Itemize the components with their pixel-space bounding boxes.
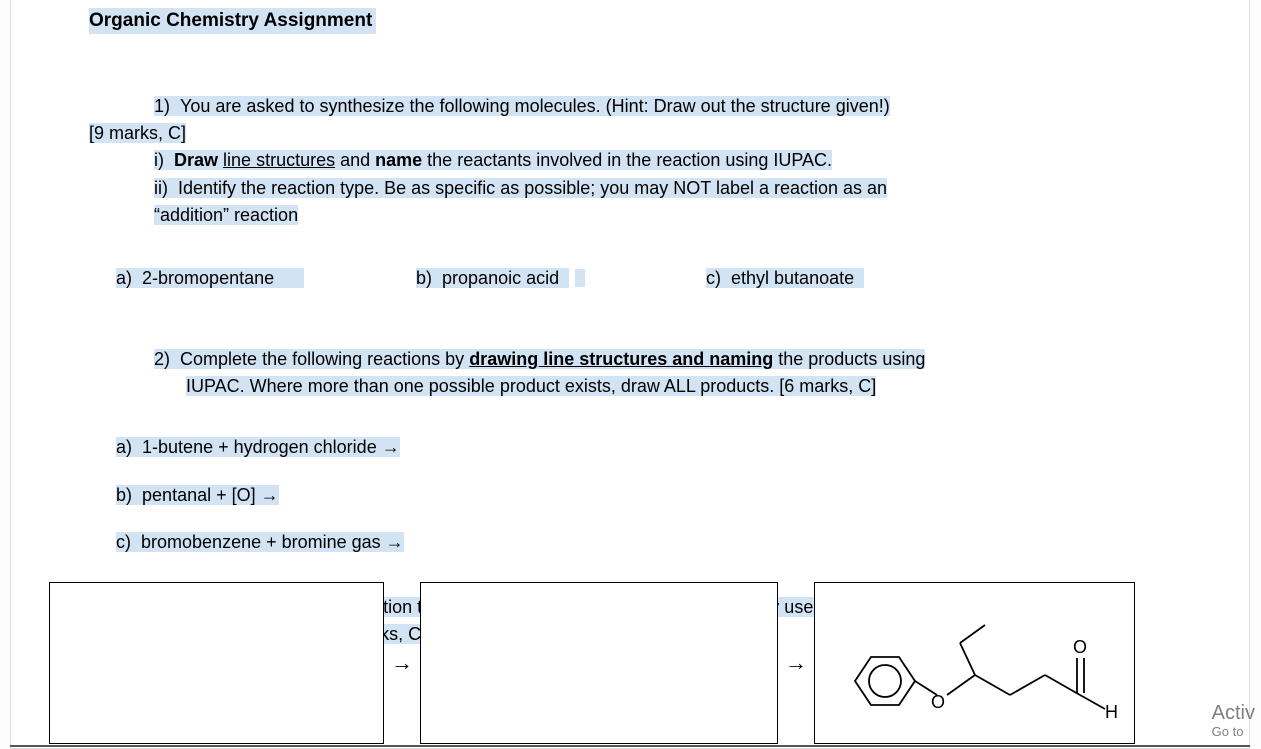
q2-prompt-line2: IUPAC. Where more than one possible prod… — [186, 374, 1249, 399]
hydrogen-label: H — [1105, 702, 1118, 722]
q1-part-ii-line2: “addition” reaction — [154, 203, 1209, 228]
q2-item-c: c) bromobenzene + bromine gas → — [116, 530, 1249, 555]
cursor-marker-icon — [575, 269, 585, 287]
assignment-title: Organic Chemistry Assignment — [11, 8, 1249, 94]
q2-number: 2) — [154, 349, 170, 369]
reaction-box-2 — [420, 582, 778, 744]
reaction-box-1 — [49, 582, 384, 744]
oxygen-label: O — [931, 692, 945, 712]
q1-marks: [9 marks, C] — [89, 121, 1209, 146]
q1-prompt: 1) You are asked to synthesize the follo… — [154, 94, 1209, 119]
q1-text: You are asked to synthesize the followin… — [180, 96, 890, 116]
arrow-icon: → — [384, 650, 420, 676]
q1-number: 1) — [154, 96, 170, 116]
q1-item-c: c) ethyl butanoate — [706, 268, 864, 289]
molecule-structure-icon: O O H — [825, 603, 1125, 733]
q2-item-b: b) pentanal + [O] → — [116, 483, 1249, 508]
q1-part-i: i) Draw line structures and name the rea… — [154, 148, 1209, 173]
windows-activation-watermark: Activ Go to — [1212, 702, 1255, 740]
q1-sub-items: a) 2-bromopentane b) propanoic acid c) e… — [116, 268, 1249, 289]
document-page: Organic Chemistry Assignment 1) You are … — [10, 0, 1250, 749]
reaction-box-product: O O H — [814, 582, 1135, 744]
arrow-icon: → — [778, 650, 814, 676]
oxygen-label-2: O — [1073, 637, 1087, 657]
q2-item-a: a) 1-butene + hydrogen chloride → — [116, 435, 1249, 460]
title-text: Organic Chemistry Assignment — [89, 8, 376, 34]
reaction-boxes: → → O — [49, 582, 1135, 744]
bottom-border — [10, 745, 1250, 747]
q2-prompt-line1: 2) Complete the following reactions by d… — [154, 347, 1209, 372]
q1-item-a: a) 2-bromopentane — [116, 268, 416, 289]
q1-part-ii-line1: ii) Identify the reaction type. Be as sp… — [154, 176, 1209, 201]
q1-item-b: b) propanoic acid — [416, 268, 706, 289]
